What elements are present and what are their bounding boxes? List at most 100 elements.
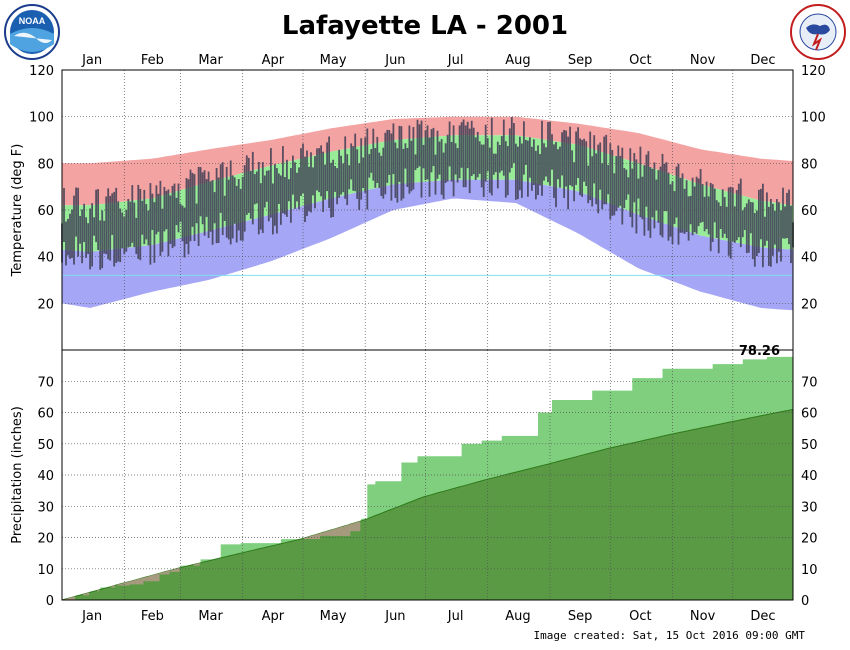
temp-tick-label: 100 — [29, 111, 54, 126]
precip-deficit-bar — [121, 583, 124, 586]
month-label: Apr — [262, 53, 285, 68]
daily-temp-bar — [77, 187, 79, 257]
precip-deficit-bar — [344, 525, 347, 536]
daily-temp-bar — [328, 136, 330, 208]
month-label: Sep — [568, 53, 593, 68]
precip-deficit-bar — [125, 582, 128, 586]
daily-temp-bar — [350, 143, 353, 180]
daily-temp-bar — [691, 177, 694, 236]
daily-temp-bar — [370, 149, 373, 173]
precip-deficit-bar — [149, 575, 152, 582]
precip-deficit-bar — [197, 563, 200, 566]
daily-temp-bar — [270, 148, 272, 218]
daily-temp-bar — [506, 146, 509, 196]
month-label: Aug — [505, 53, 530, 68]
daily-temp-bar — [617, 145, 620, 208]
daily-temp-bar — [125, 209, 128, 252]
daily-temp-bar — [623, 168, 626, 209]
precip-deficit-bar — [346, 525, 349, 536]
daily-temp-bar — [649, 167, 652, 238]
precip-deficit-bar — [314, 534, 317, 539]
precip-tick-label: 40 — [37, 469, 54, 484]
precipitation-panel: 0 10 20 30 40 50 60 70 0 10 20 30 40 50 60 70 Precipit… — [10, 344, 818, 609]
daily-temp-bar — [508, 128, 511, 173]
daily-temp-bar — [233, 177, 236, 224]
daily-temp-bar — [288, 179, 290, 202]
daily-temp-bar — [643, 165, 646, 236]
daily-temp-bar — [257, 161, 260, 235]
daily-temp-bar — [727, 187, 730, 256]
precip-deficit-bar — [318, 533, 321, 539]
daily-temp-bar — [332, 159, 334, 217]
daily-temp-bar — [776, 199, 778, 264]
daily-temp-bar — [89, 208, 91, 270]
daily-temp-bar — [320, 145, 322, 197]
daily-temp-bar — [454, 143, 457, 175]
daily-temp-bar — [330, 162, 332, 218]
daily-temp-bar — [135, 217, 138, 255]
daily-temp-bar — [265, 170, 268, 202]
daily-temp-bar — [362, 157, 365, 188]
month-label: Dec — [750, 53, 775, 68]
daily-temp-bar — [422, 144, 425, 169]
daily-temp-bar — [639, 146, 642, 218]
daily-temp-bar — [412, 127, 415, 190]
daily-temp-bar — [380, 155, 383, 196]
daily-temp-bar — [513, 123, 515, 164]
daily-temp-bar — [115, 187, 118, 263]
daily-temp-bar — [593, 135, 596, 184]
precip-deficit-bar — [169, 570, 172, 572]
daily-temp-bar — [175, 197, 178, 226]
daily-temp-bar — [426, 125, 429, 180]
daily-temp-bar — [625, 169, 628, 200]
daily-temp-bar — [119, 208, 122, 263]
daily-temp-bar — [191, 172, 194, 227]
daily-temp-bar — [227, 179, 230, 240]
month-label: Jan — [81, 609, 102, 624]
daily-temp-bar — [211, 180, 214, 245]
daily-temp-bar — [215, 168, 218, 244]
daily-temp-bar — [496, 141, 499, 189]
precip-deficit-bar — [177, 568, 180, 572]
daily-temp-bar — [655, 179, 658, 211]
daily-temp-bar — [434, 154, 437, 195]
daily-temp-bar — [145, 204, 148, 240]
daily-temp-bar — [360, 138, 363, 200]
daily-temp-bar — [382, 147, 385, 199]
daily-temp-bar — [398, 125, 401, 182]
daily-temp-bar — [468, 128, 471, 194]
daily-temp-bar — [466, 121, 469, 169]
daily-temp-bar — [521, 143, 523, 198]
daily-temp-bar — [225, 166, 228, 238]
daily-temp-bar — [219, 164, 222, 213]
daily-temp-bar — [177, 183, 180, 233]
daily-temp-bar — [87, 223, 89, 254]
daily-temp-bar — [631, 168, 634, 228]
daily-temp-bar — [531, 146, 533, 191]
plot-frame — [61, 69, 794, 601]
precip-deficit-bar — [67, 598, 70, 600]
daily-temp-bar — [573, 162, 575, 202]
daily-temp-bar — [695, 176, 698, 234]
precip-deficit-bar — [340, 527, 343, 536]
daily-temp-bar — [685, 180, 688, 232]
daily-temp-bar — [488, 147, 491, 193]
daily-temp-bar — [749, 202, 752, 234]
daily-temp-bar — [129, 201, 132, 247]
temp-tick-label: 20 — [801, 297, 818, 312]
daily-temp-bar — [107, 188, 110, 260]
precip-deficit-bar — [330, 530, 333, 536]
daily-temp-bar — [416, 119, 419, 168]
precip-deficit-bar — [133, 580, 136, 585]
month-label: Oct — [629, 53, 651, 68]
precip-deficit-bar — [175, 568, 178, 572]
daily-temp-bar — [440, 139, 443, 195]
daily-temp-bar — [251, 151, 254, 225]
chart-title: Lafayette LA - 2001 — [282, 11, 568, 41]
temperature-y-ticks-left: 20 40 60 80 100 120 — [29, 64, 54, 312]
precipitation-y-ticks-left: 0 10 20 30 40 50 60 70 — [37, 375, 54, 609]
precip-deficit-bar — [316, 534, 319, 539]
precip-tick-label: 20 — [801, 532, 818, 547]
daily-temp-bar — [338, 149, 340, 198]
daily-temp-bar — [537, 145, 539, 195]
